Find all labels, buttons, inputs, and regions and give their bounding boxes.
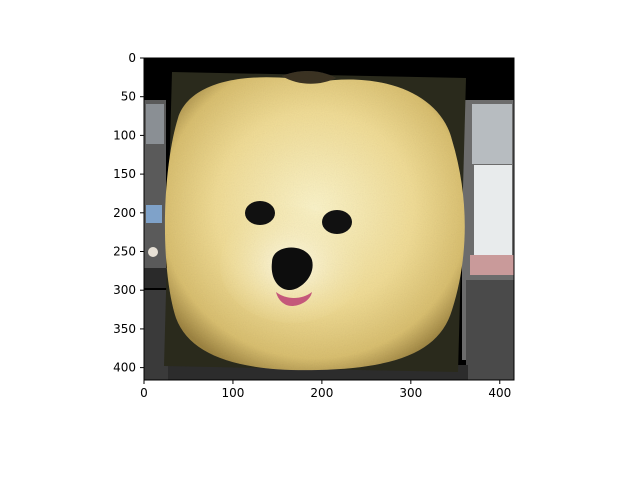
x-tick-label: 0	[140, 386, 148, 400]
y-tick-label: 400	[113, 361, 136, 375]
dog-left-eye	[245, 201, 275, 225]
y-tick-label: 0	[128, 51, 136, 65]
dog-head-top	[282, 71, 336, 84]
x-tick-label: 400	[488, 386, 511, 400]
y-tick-label: 50	[121, 90, 136, 104]
y-tick-label: 250	[113, 245, 136, 259]
x-tick-label: 300	[399, 386, 422, 400]
dog-nose	[271, 247, 313, 290]
y-tick-label: 100	[113, 128, 136, 142]
y-tick-label: 300	[113, 283, 136, 297]
axes-frame	[143, 57, 515, 381]
y-tick-label: 150	[113, 167, 136, 181]
x-tick-label: 200	[310, 386, 333, 400]
y-tick-label: 350	[113, 322, 136, 336]
dog-tongue	[276, 292, 312, 306]
image-axes: 0 100 200 300 400 0 50 100 150 200 250 300 350 400	[113, 51, 515, 400]
dog-photo	[164, 71, 466, 372]
x-tick-label: 100	[221, 386, 244, 400]
y-tick-label: 200	[113, 206, 136, 220]
x-axis: 0 100 200 300 400	[140, 380, 511, 400]
image-content	[144, 58, 514, 380]
dog-right-eye	[322, 210, 352, 234]
y-axis: 0 50 100 150 200 250 300 350 400	[113, 51, 144, 375]
